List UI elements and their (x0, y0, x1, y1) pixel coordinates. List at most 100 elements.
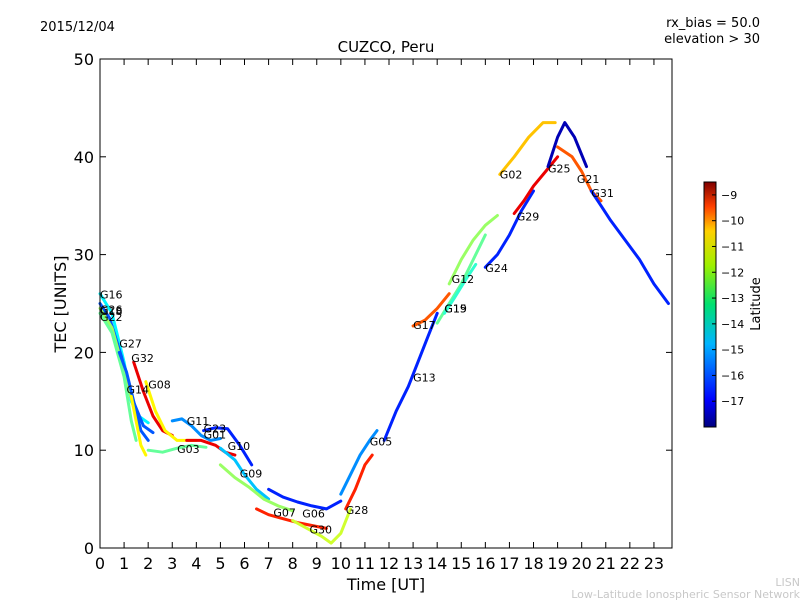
series-line-g30 (291, 507, 352, 545)
y-tick-label: 50 (74, 50, 94, 69)
x-tick-label: 9 (312, 554, 322, 573)
x-tick-label: 23 (644, 554, 664, 573)
colorbar-tick-label: −11 (721, 240, 744, 253)
satellite-label-g02: G02 (500, 168, 523, 181)
series-line-g05 (339, 429, 379, 496)
x-tick-label: 4 (191, 554, 201, 573)
colorbar-tick-label: −13 (721, 292, 744, 305)
elevation-label: elevation > 30 (664, 32, 760, 47)
satellite-label-g06: G06 (302, 508, 325, 521)
satellite-label-g13: G13 (413, 372, 436, 385)
colorbar-label: Latitude (749, 277, 764, 331)
series-line-g28 (344, 453, 374, 511)
series-line-g17 (411, 292, 451, 328)
x-tick-label: 17 (499, 554, 519, 573)
satellite-label-g08: G08 (148, 379, 171, 392)
x-tick-label: 10 (331, 554, 351, 573)
satellite-label-g31: G31 (591, 187, 614, 200)
y-tick-label: 40 (74, 148, 94, 167)
x-tick-label: 14 (427, 554, 447, 573)
series-line-g08 (144, 380, 198, 442)
x-tick-label: 6 (239, 554, 249, 573)
series-line-g02 (498, 121, 557, 176)
x-axis-title: Time [UT] (346, 575, 425, 594)
series-line-g12 (447, 214, 499, 286)
x-tick-label: 11 (355, 554, 375, 573)
satellite-label-g05: G05 (370, 435, 393, 448)
satellite-label-g14: G14 (127, 384, 150, 397)
satellite-label-g28: G28 (346, 504, 369, 517)
y-tick-label: 30 (74, 246, 94, 265)
rx-bias-label: rx_bias = 50.0 (666, 16, 760, 31)
chart-title: CUZCO, Peru (338, 38, 435, 56)
satellite-label-g11: G11 (187, 415, 210, 428)
x-tick-label: 8 (288, 554, 298, 573)
colorbar-tick-label: −14 (721, 318, 744, 331)
x-tick-label: 20 (572, 554, 592, 573)
satellite-label-g09: G09 (240, 468, 263, 481)
series-line-g24 (483, 189, 535, 269)
y-axis-title: TEC [UNITS] (51, 256, 70, 354)
series-line-g07 (255, 507, 328, 530)
colorbar-tick-label: −12 (721, 266, 744, 279)
series-line-g23 (202, 426, 254, 467)
colorbar-tick-label: −9 (721, 189, 737, 202)
series-line-g10 (218, 446, 271, 501)
satellite-label-g27: G27 (119, 338, 142, 351)
x-tick-label: 16 (475, 554, 495, 573)
x-tick-label: 18 (523, 554, 543, 573)
x-tick-label: 13 (403, 554, 423, 573)
satellite-label-g07: G07 (273, 507, 296, 520)
y-axis-ticks: 0 10 20 30 40 50 (74, 50, 672, 558)
satellite-label-g12: G12 (452, 273, 475, 286)
series-line-g22 (98, 311, 138, 442)
series-line-g11 (170, 417, 222, 442)
x-tick-label: 12 (379, 554, 399, 573)
satellite-label-g01: G01 (204, 429, 227, 442)
x-tick-label: 15 (451, 554, 471, 573)
credit-network: Low-Latitude Ionospheric Sensor Network (571, 588, 800, 600)
colorbar (703, 181, 717, 428)
satellite-label-g18: G18 (100, 305, 123, 318)
satellite-label-g25: G25 (548, 162, 571, 175)
x-tick-label: 5 (215, 554, 225, 573)
colorbar-tick-label: −10 (721, 215, 744, 228)
satellite-label-g16: G16 (100, 289, 123, 302)
satellite-label-g30: G30 (310, 523, 333, 536)
series-line-g25 (546, 121, 588, 169)
date-label: 2015/12/04 (40, 20, 115, 35)
satellite-label-g15: G15 (444, 302, 467, 315)
satellite-label-g19: G19 (444, 302, 467, 315)
series-line-g15 (442, 262, 478, 315)
credit-lisn: LISN (775, 576, 800, 589)
satellite-label-g21: G21 (577, 173, 600, 186)
series-line-g03 (146, 443, 208, 454)
series-line-g13 (382, 311, 439, 442)
y-tick-label: 0 (84, 539, 94, 558)
x-tick-label: 21 (596, 554, 616, 573)
series-line-g14 (129, 394, 148, 457)
plot-frame (99, 58, 673, 549)
x-tick-label: 19 (547, 554, 567, 573)
colorbar-tick-label: −15 (721, 344, 744, 357)
x-tick-label: 22 (620, 554, 640, 573)
colorbar-ticks: −9 −10 −11 −12 −13 −14 −15 −16 −17 (712, 189, 744, 408)
satellite-label-g17: G17 (413, 319, 436, 332)
colorbar-tick-label: −17 (721, 395, 744, 408)
x-tick-label: 7 (263, 554, 273, 573)
x-tick-label: 0 (95, 554, 105, 573)
series-line-g06 (267, 487, 343, 511)
satellite-label-g03: G03 (177, 443, 200, 456)
satellite-label-g23: G23 (204, 423, 227, 436)
y-tick-label: 20 (74, 343, 94, 362)
satellite-label-g26: G26 (100, 303, 123, 316)
satellite-label-g32: G32 (131, 352, 154, 365)
satellite-label-g24: G24 (485, 262, 508, 275)
y-tick-label: 10 (74, 441, 94, 460)
series-line-g09 (218, 463, 295, 513)
series-line-g31 (589, 189, 670, 305)
series-line-g29 (512, 155, 560, 215)
colorbar-tick-label: −16 (721, 369, 744, 382)
